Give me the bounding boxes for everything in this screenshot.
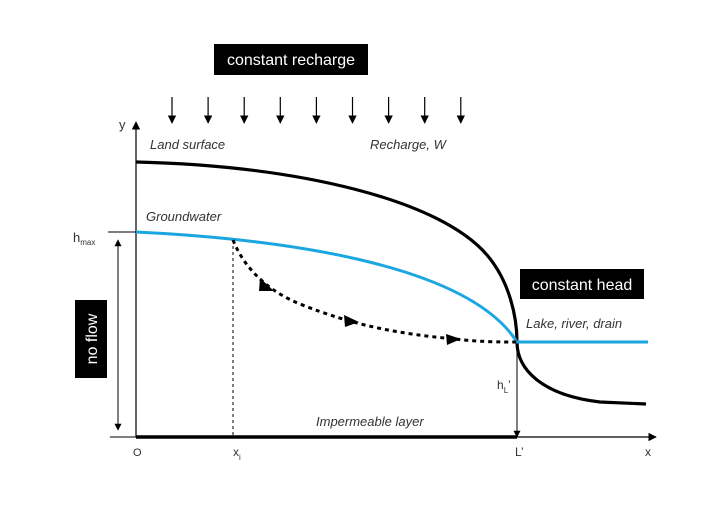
flow-path	[231, 239, 518, 344]
hl-label: hL’	[497, 378, 511, 395]
flow-arrow-3	[446, 334, 461, 345]
constant-head-label: constant head	[532, 277, 633, 294]
constant-recharge-box: constant recharge	[214, 44, 368, 75]
recharge-w-label: Recharge, W	[370, 137, 448, 152]
no-flow-label: no flow	[84, 313, 101, 364]
origin-label: O	[133, 447, 142, 459]
hmax-label: hmax	[73, 230, 95, 247]
constant-head-box: constant head	[520, 269, 644, 299]
constant-recharge-label: constant recharge	[227, 52, 355, 69]
x-axis-label: x	[645, 445, 651, 459]
groundwater-table-curve	[135, 230, 648, 344]
lake-river-drain-label: Lake, river, drain	[526, 316, 622, 331]
no-flow-box: no flow	[75, 300, 107, 378]
flow-arrow-1	[259, 278, 274, 291]
y-axis-label: y	[119, 117, 126, 132]
recharge-arrows	[167, 97, 465, 124]
flow-arrow-2	[344, 315, 359, 327]
xi-label: xi	[233, 445, 241, 462]
l-prime-label: L’	[515, 445, 524, 459]
land-surface-curve	[135, 160, 647, 406]
impermeable-layer-label: Impermeable layer	[316, 414, 424, 429]
land-surface-label: Land surface	[150, 137, 225, 152]
groundwater-label: Groundwater	[146, 209, 222, 224]
